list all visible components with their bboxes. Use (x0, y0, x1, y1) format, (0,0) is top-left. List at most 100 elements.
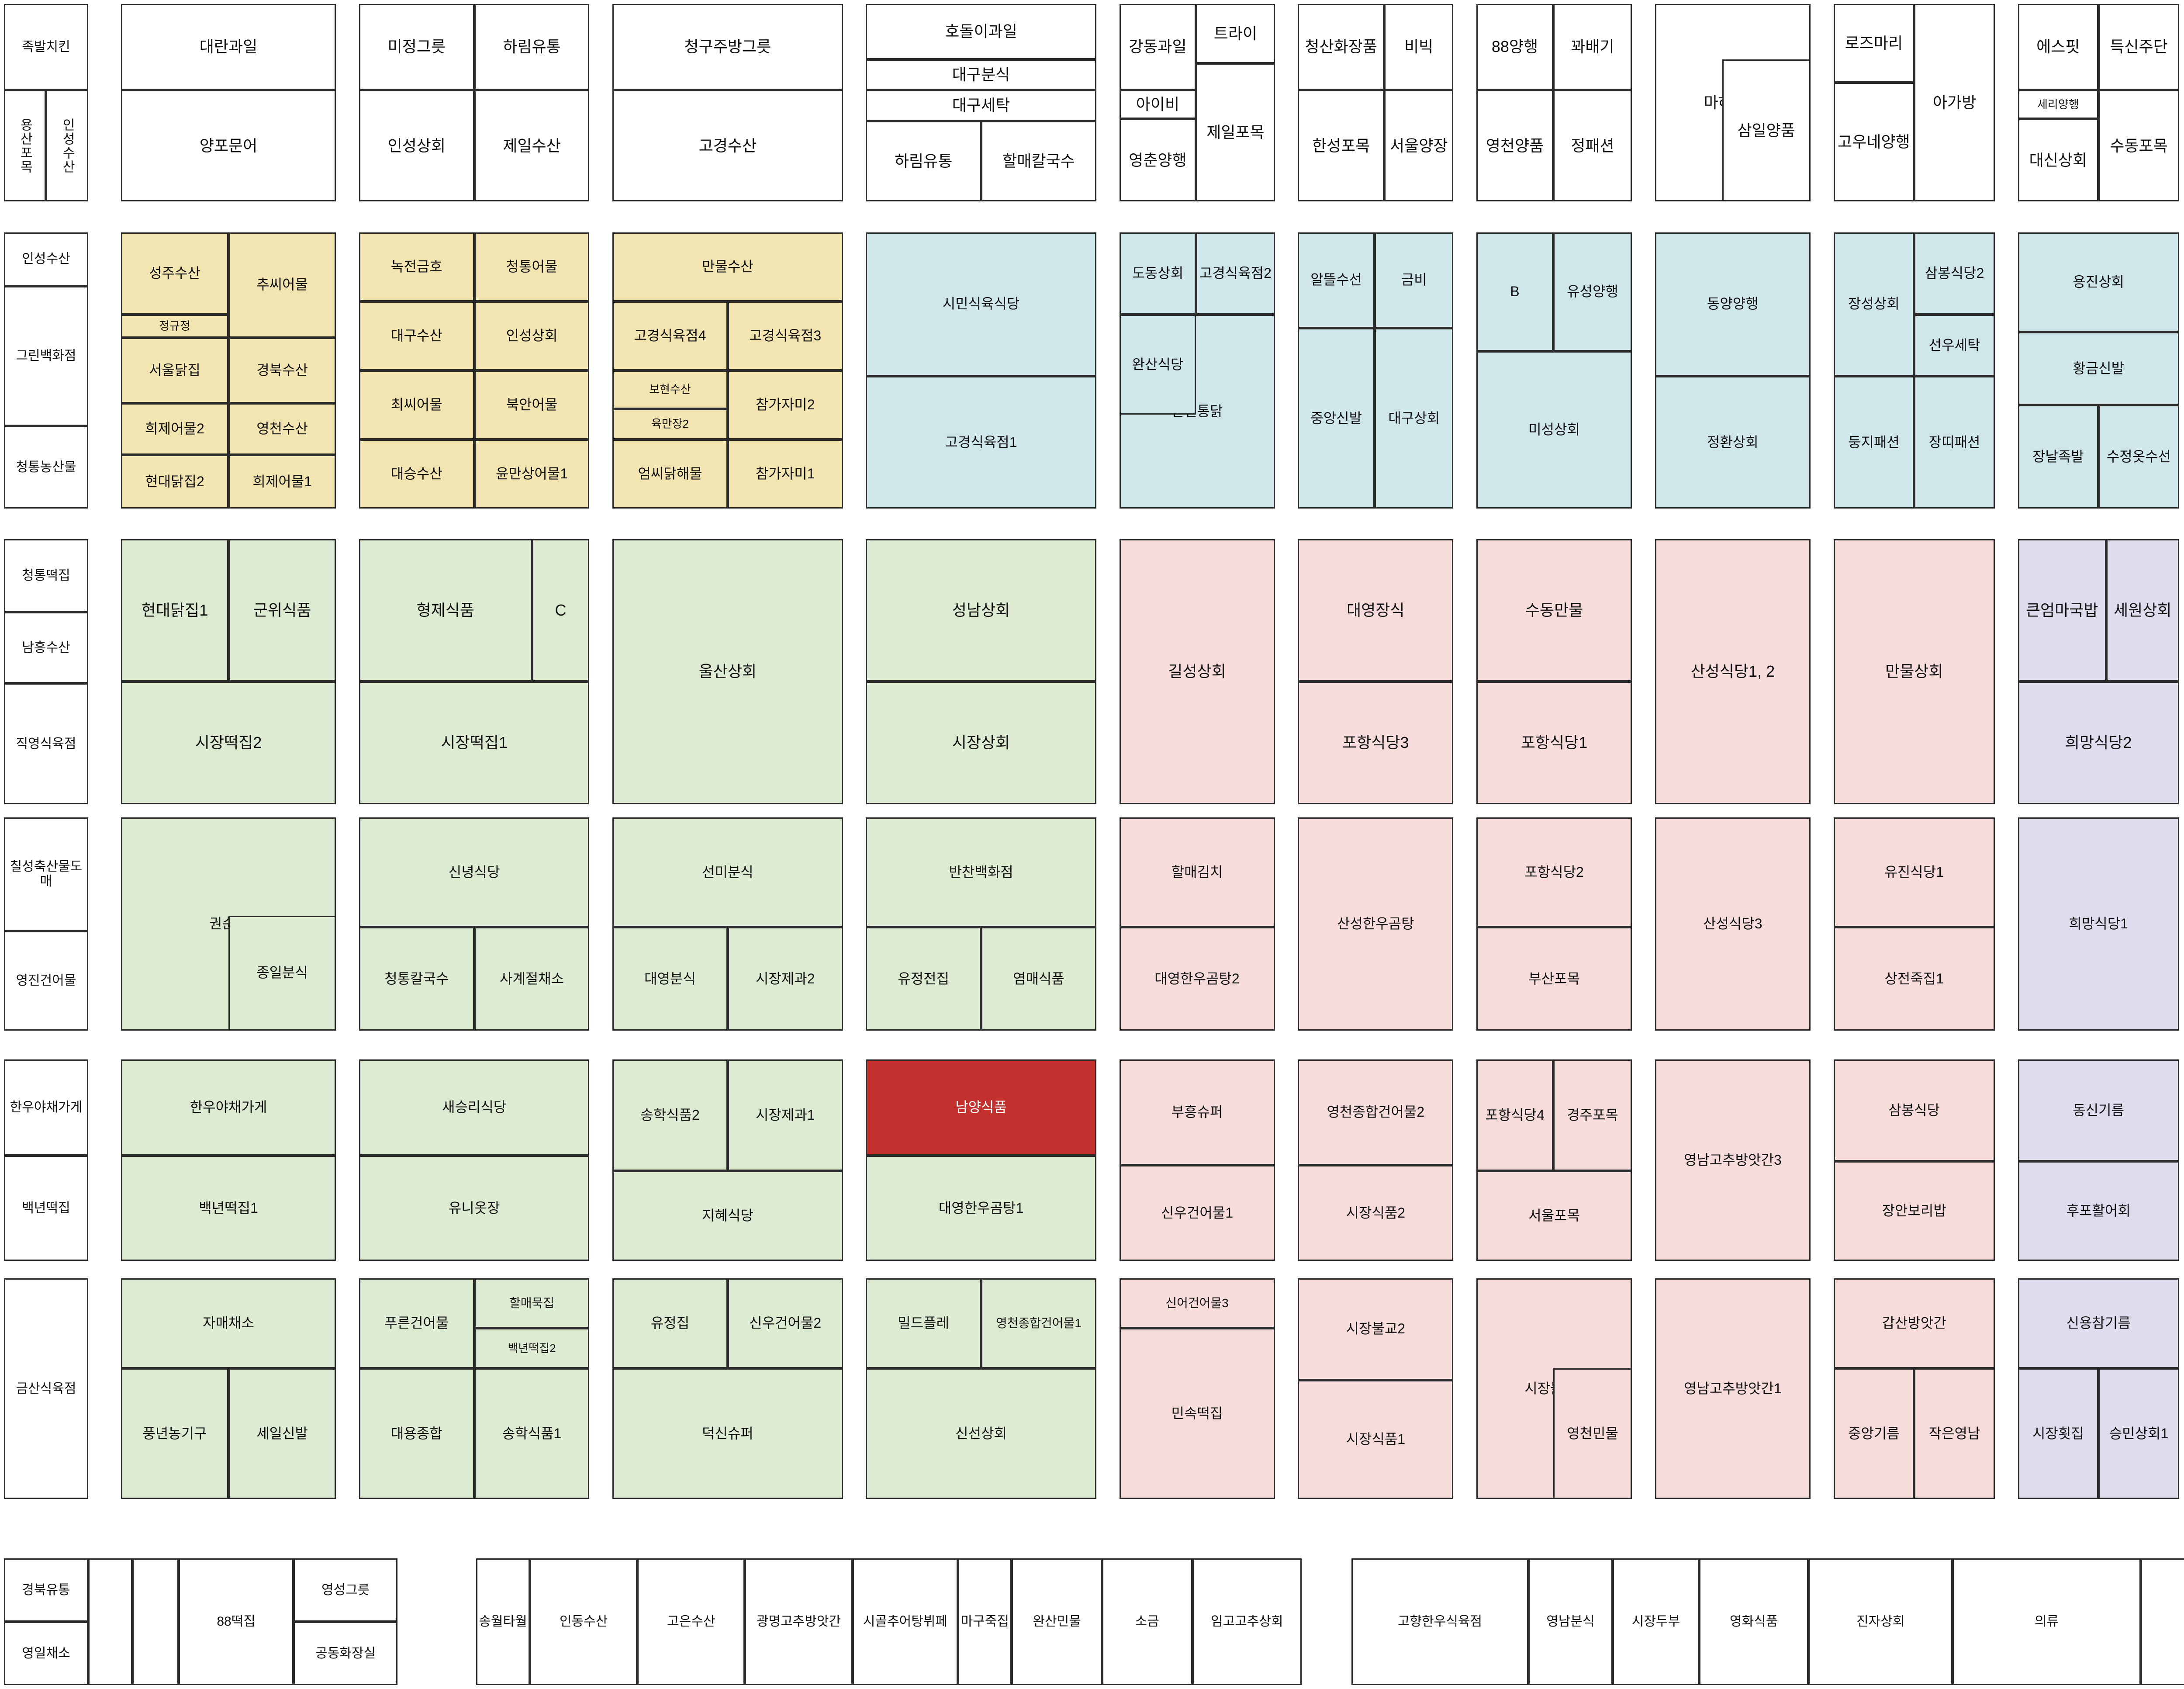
stall-label: 반찬백화점 (949, 864, 1013, 880)
stall-cell: 육만장2 (612, 408, 728, 440)
stall-label: 삼봉식당 (1888, 1102, 1940, 1118)
stall-cell: 선우세탁 (1914, 315, 1995, 377)
stall-label: 동신기름 (2073, 1102, 2125, 1118)
stall-label: 희제어물2 (145, 420, 204, 436)
stall-label: 대구상회 (1388, 410, 1440, 426)
stall-cell: 인성상회 (359, 90, 474, 202)
stall-cell: 영천종합건어물1 (981, 1278, 1096, 1369)
stall-label: 세일신발 (256, 1425, 308, 1441)
stall-cell: 영남분식 (1528, 1558, 1613, 1686)
stall-cell: 영화식품 (1699, 1558, 1809, 1686)
stall-label: 희망식당2 (2065, 734, 2132, 751)
stall-label: 시민식육식당 (942, 296, 1020, 312)
stall-label: 엄씨닭해물 (638, 466, 702, 482)
stall-label: 도동상회 (1132, 265, 1184, 281)
stall-label: 족발치킨 (22, 39, 70, 54)
stall-label: 할매칼국수 (1002, 152, 1075, 170)
stall-cell: 대신상회 (2018, 119, 2099, 202)
stall-cell: 종일분식 (228, 915, 336, 1031)
stall-label: 시장제과1 (755, 1107, 815, 1123)
stall-label: 미성상회 (1528, 422, 1580, 438)
stall-label: 수정옷수선 (2106, 448, 2171, 464)
stall-cell: 미정그릇 (359, 3, 474, 90)
stall-cell: 그린백화점 (3, 286, 89, 426)
stall-cell: 백년떡집 (3, 1155, 89, 1261)
stall-cell: 완산식당 (1119, 315, 1196, 415)
stall-cell: 세원상회 (2106, 539, 2179, 682)
stall-label: 의류 (2034, 1614, 2059, 1629)
stall-cell: 희제어물1 (228, 455, 336, 509)
stall-cell: 신선상회 (866, 1368, 1096, 1499)
stall-label: 북안어물 (506, 397, 558, 413)
stall-label: 중앙기름 (1848, 1425, 1900, 1441)
stall-label: 시장떡집1 (441, 734, 508, 751)
stall-label: 서울포목 (1528, 1208, 1580, 1224)
stall-cell: 아이비 (1119, 90, 1196, 119)
stall-label: 경북수산 (256, 362, 308, 378)
stall-cell: 금비 (1375, 232, 1454, 329)
stall-label: 시골추어탕뷔페 (863, 1614, 948, 1629)
stall-label: 송학식품1 (502, 1425, 562, 1441)
stall-cell: 신용참기름 (2018, 1278, 2179, 1369)
stall-cell: 윤만상어물1 (474, 440, 590, 509)
stall-cell: 제일포목 (1196, 63, 1275, 202)
stall-label: 사계절채소 (499, 970, 564, 986)
stall-label: 정환상회 (1707, 434, 1759, 450)
stall-label: 영천양품 (1486, 136, 1544, 155)
stall-cell: 유정집 (612, 1278, 728, 1369)
stall-label: 고경식육점2 (1199, 265, 1272, 281)
stall-label: 경북유통 (22, 1582, 70, 1597)
stall-label: 시장제과2 (755, 970, 815, 986)
stall-cell: 정패션 (1553, 90, 1632, 202)
stall-cell: 진자상회 (1808, 1558, 1953, 1686)
stall-cell: 작은영남 (1914, 1368, 1995, 1499)
stall-label: 유정집 (650, 1315, 690, 1331)
stall-label: 장띠패션 (1928, 434, 1980, 450)
stall-cell: 영천수산 (228, 403, 336, 455)
stall-cell: 시장식품1 (1298, 1380, 1454, 1499)
stall-label: 신선상회 (955, 1425, 1007, 1441)
stall-label: 영춘양행 (1129, 151, 1187, 169)
stall-label: 후포활어회 (2066, 1203, 2131, 1219)
stall-cell: 새승리식당 (359, 1059, 590, 1156)
stall-cell: 염매식품 (981, 927, 1096, 1031)
stall-cell: 세리양행 (2018, 90, 2099, 119)
stall-cell: 영남고추방앗간3 (1655, 1059, 1811, 1261)
stall-cell: 한성포목 (1298, 90, 1385, 202)
stall-label: 시장떡집2 (195, 734, 262, 751)
stall-label: 알뜰수선 (1310, 272, 1362, 288)
stall-cell: 에스핏 (2018, 3, 2099, 90)
stall-label: 밀드플레 (898, 1315, 950, 1331)
stall-label: 보현수산 (649, 383, 691, 396)
stall-label: 산성식당3 (1703, 916, 1762, 932)
stall-label: 아가방 (1932, 93, 1977, 111)
stall-label: 청통칼국수 (384, 970, 449, 986)
stall-cell: 양포문어 (121, 90, 336, 202)
stall-label: 금산식육점 (16, 1381, 76, 1396)
toilet-cell: 공동화장실 (294, 1622, 397, 1686)
stall-cell: 고향한우식육점 (1351, 1558, 1528, 1686)
stall-cell: 트라이 (1196, 3, 1275, 63)
stall-label: 하림유통 (894, 152, 953, 170)
stall-label: 참가자미2 (755, 397, 815, 413)
stall-label: 고향한우식육점 (1397, 1614, 1482, 1629)
stall-label: 시장두부 (1631, 1614, 1680, 1629)
stall-label: 서울양장 (1389, 136, 1448, 155)
stall-cell: 시민식육식당 (866, 232, 1096, 377)
stall-label: 청구주방그릇 (684, 38, 771, 56)
stall-label: 임고고추상회 (1211, 1614, 1283, 1629)
stall-label: 유정전집 (898, 970, 950, 986)
stall-cell: 현대닭집1 (121, 539, 229, 682)
stall-label: 서울닭집 (149, 362, 200, 378)
stall-cell: 용산포목 (3, 90, 46, 202)
stall-label: 에스핏 (2036, 38, 2080, 56)
stall-cell: 고우네양행 (1833, 82, 1914, 202)
stall-label: 세원상회 (2114, 601, 2172, 619)
stall-label: 선우세탁 (1928, 337, 1980, 353)
stall-cell: 금산식육점 (3, 1278, 89, 1499)
stall-label: 신용참기름 (2066, 1315, 2131, 1331)
stall-cell: 호돌이과일 (866, 3, 1096, 60)
stall-label: 포항식당4 (1485, 1107, 1545, 1123)
stall-label: 고경식육점4 (634, 327, 706, 343)
stall-cell: 완산민물 (1012, 1558, 1102, 1686)
